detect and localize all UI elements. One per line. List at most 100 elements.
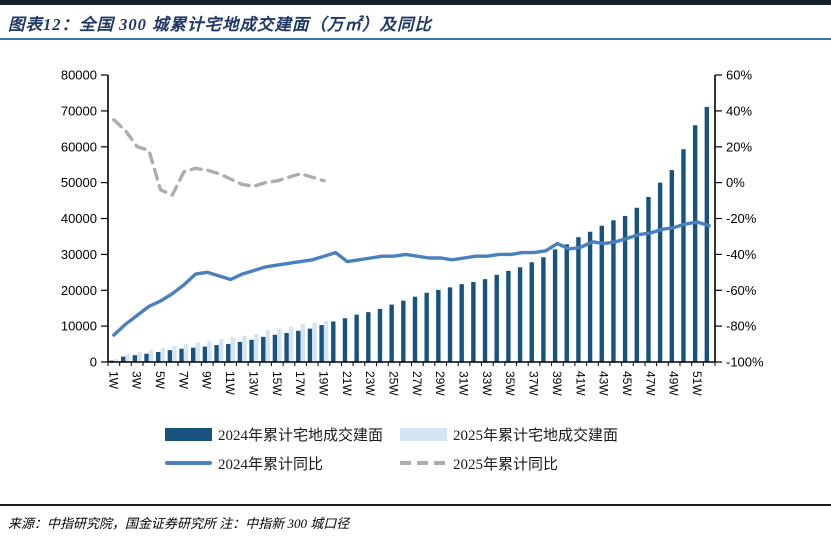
legend-label-bar-2024: 2024年累计宅地成交建面: [218, 427, 384, 444]
bar-2024-week-18: [307, 328, 313, 362]
bar-2024-week-39: [552, 249, 558, 362]
x-axis-label: 45W: [620, 371, 634, 396]
bar-2025-week-4: [148, 350, 154, 362]
right-axis-label: 20%: [726, 139, 752, 154]
left-axis-label: 70000: [61, 103, 97, 118]
bar-2024-week-17: [296, 330, 301, 362]
bar-2024-week-34: [494, 274, 499, 362]
legend-item-line-2025: 2025年累计同比: [400, 455, 558, 473]
bar-2025-week-12: [242, 335, 247, 362]
bar-2024-week-43: [599, 225, 604, 362]
bar-2024-week-3: [132, 355, 138, 362]
right-axis-label: 40%: [726, 103, 752, 118]
legend-label-bar-2025: 2025年累计宅地成交建面: [453, 427, 619, 444]
bar-2024-week-19: [319, 325, 324, 362]
left-axis-label: 80000: [61, 68, 97, 83]
legend-swatch-bar-2025-icon: [400, 427, 447, 441]
bar-2025-week-15: [277, 328, 282, 362]
chart-canvas: 0 10000 20000 30000 40000 50000 60000 70000 8000…: [61, 68, 764, 397]
left-axis-label: 0: [90, 355, 97, 370]
bar-2024-week-4: [144, 353, 149, 362]
left-axis-label: 30000: [61, 247, 97, 262]
bar-2024-week-23: [366, 312, 371, 362]
bar-2025-week-5: [160, 348, 165, 362]
bar-2024-week-14: [261, 336, 266, 362]
bar-2024-week-49: [669, 170, 675, 362]
bar-2025-week-3: [137, 351, 142, 362]
x-axis-label: 19W: [317, 371, 331, 396]
x-axis-label: 47W: [643, 371, 657, 396]
bar-2024-week-42: [587, 231, 593, 362]
bar-2025-week-10: [218, 339, 224, 362]
x-axis-label: 21W: [340, 371, 354, 396]
x-axis-label: 11W: [223, 371, 237, 395]
bar-2024-week-50: [681, 149, 686, 362]
x-axis-label: 31W: [457, 371, 471, 396]
bar-2024-week-8: [191, 347, 196, 362]
bar-2024-week-5: [155, 351, 161, 362]
x-axis-label: 13W: [246, 371, 260, 396]
bar-2024-week-29: [436, 289, 441, 362]
x-axis-label: 33W: [480, 371, 494, 396]
right-axis-label: -80%: [726, 319, 757, 334]
bar-2025-week-18: [312, 322, 317, 362]
x-axis-label: 27W: [410, 371, 424, 396]
x-axis-label: 17W: [293, 371, 307, 396]
x-axis-label: 51W: [690, 371, 704, 396]
bar-2024-week-48: [657, 182, 663, 363]
bar-2024-week-9: [202, 346, 208, 362]
legend-item-line-2024: 2024年累计同比: [165, 455, 323, 473]
bar-2024-week-44: [611, 220, 616, 362]
x-axis-label: 41W: [573, 371, 587, 396]
bar-2024-week-47: [646, 196, 651, 362]
bar-2024-week-26: [401, 300, 406, 362]
right-axis-label: -40%: [726, 247, 757, 262]
bar-2024-week-25: [389, 304, 394, 362]
bar-2024-week-41: [576, 237, 581, 362]
bar-2024-week-10: [214, 345, 219, 362]
x-axis-label: 5W: [153, 371, 167, 390]
x-axis-label: 37W: [527, 371, 541, 396]
bar-2024-week-32: [471, 282, 476, 362]
left-axis-label: 20000: [61, 283, 97, 298]
yoy-line-2024: [112, 220, 711, 337]
bar-2025-week-9: [207, 340, 212, 362]
bar-2025-week-19: [323, 321, 329, 362]
x-axis-label: 49W: [667, 371, 681, 396]
bar-2024-week-24: [377, 308, 383, 362]
legend-item-bar-2024: 2024年累计宅地成交建面: [165, 426, 384, 444]
bar-2025-week-14: [265, 330, 270, 362]
bar-2025-week-8: [195, 342, 200, 362]
x-axis-label: 43W: [597, 371, 611, 396]
x-axis-label: 7W: [176, 371, 190, 390]
x-axis-label: 15W: [270, 371, 284, 396]
x-axis-label: 39W: [550, 371, 564, 396]
bar-2024-week-40: [564, 244, 569, 362]
x-axis-label: 29W: [433, 371, 447, 396]
bar-2024-week-21: [342, 318, 348, 362]
bar-2024-week-11: [226, 344, 231, 362]
left-axis-label: 10000: [61, 319, 97, 334]
yoy-line-2025: [112, 118, 326, 197]
bar-2024-week-31: [459, 284, 464, 362]
legend-swatch-bar-2024-icon: [165, 427, 212, 441]
left-axis-label: 40000: [61, 211, 97, 226]
bar-2025-week-2: [125, 354, 130, 362]
legend-swatch-line-2024-icon: [165, 461, 212, 465]
bar-2024-week-46: [634, 207, 639, 362]
left-axis-label: 50000: [61, 175, 97, 190]
bar-2024-week-38: [541, 257, 546, 362]
bar-2024-week-27: [412, 296, 418, 362]
x-axis-label: 3W: [130, 371, 144, 390]
bar-2024-week-16: [284, 332, 289, 362]
bar-2024-week-45: [622, 215, 628, 362]
x-axis-label: 1W: [106, 371, 120, 390]
right-axis-label: -100%: [726, 355, 764, 370]
bar-2025-week-16: [288, 326, 294, 362]
legend-item-bar-2025: 2025年累计宅地成交建面: [400, 426, 619, 444]
source-note: 来源：中指研究院，国金证券研究所 注：中指新 300 城口径: [8, 516, 350, 531]
right-axis-label: 60%: [726, 68, 752, 83]
bar-2025-week-6: [172, 345, 177, 362]
bar-2025-week-1: [113, 359, 119, 362]
figure-title: 图表12：全国 300 城累计宅地成交建面（万㎡）及同比: [8, 15, 432, 34]
